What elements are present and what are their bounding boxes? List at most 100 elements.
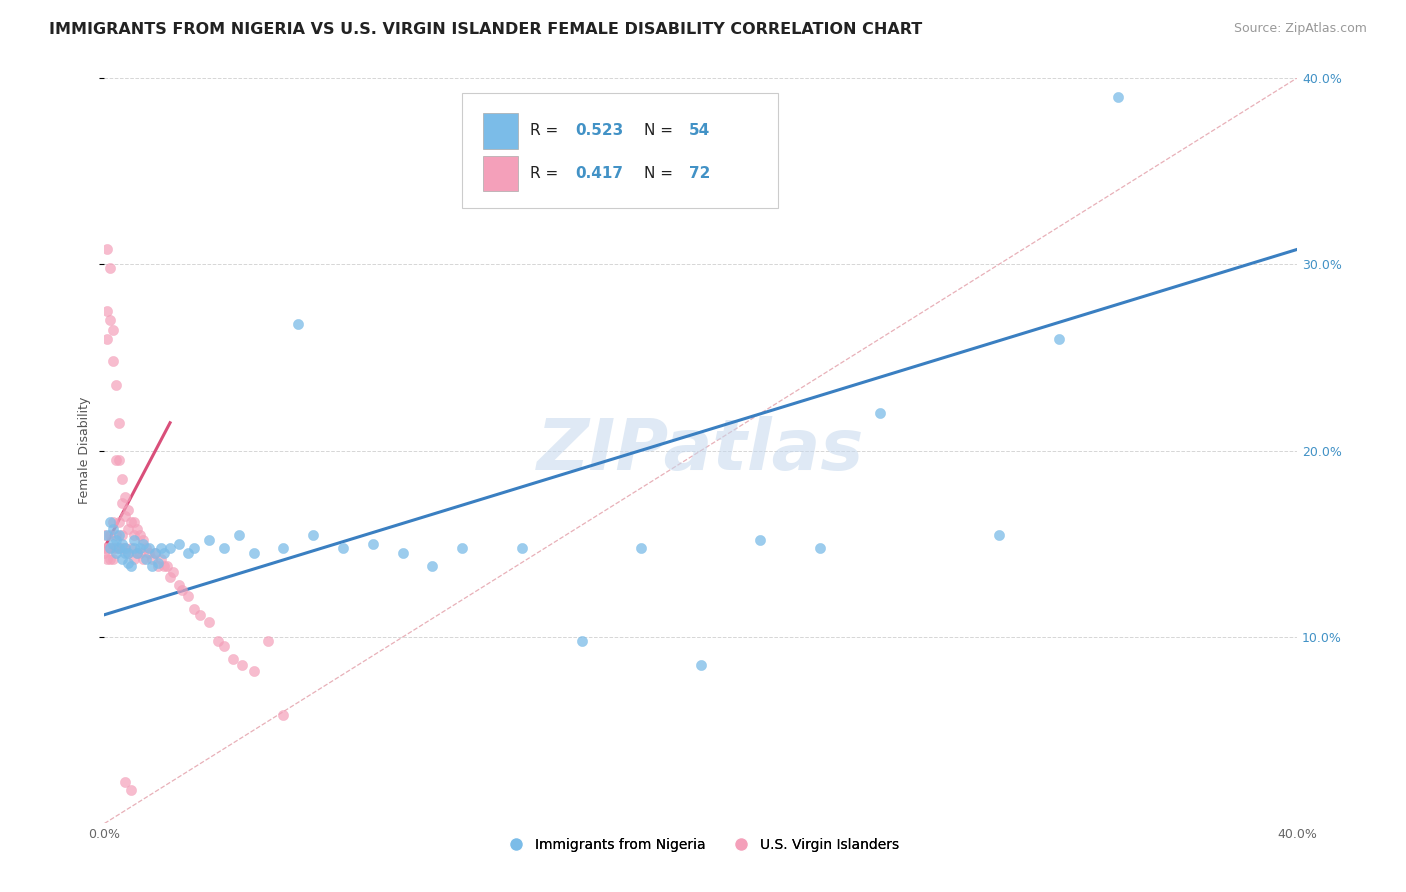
Point (103, 537, 125, 551)
Text: 72: 72 (689, 166, 710, 181)
Point (127, 546, 149, 560)
Point (114, 541, 136, 555)
Point (150, 541, 173, 555)
Text: R =: R = (530, 123, 564, 138)
Point (105, 546, 128, 560)
Point (108, 527, 131, 541)
Point (105, 453, 128, 467)
Point (422, 559, 444, 574)
Point (120, 515, 142, 529)
Point (100, 551, 122, 566)
Point (150, 551, 173, 566)
Point (100, 313, 122, 327)
Point (273, 541, 295, 555)
Point (105, 533, 128, 548)
Point (124, 551, 146, 566)
Point (132, 533, 155, 548)
Text: 0.417: 0.417 (575, 166, 623, 181)
Point (162, 565, 184, 579)
FancyBboxPatch shape (482, 155, 519, 191)
Point (96, 527, 118, 541)
Y-axis label: Female Disability: Female Disability (79, 397, 91, 504)
Point (96, 304, 118, 318)
Point (138, 546, 160, 560)
Point (100, 541, 122, 555)
Point (808, 541, 831, 555)
Text: IMMIGRANTS FROM NIGERIA VS U.S. VIRGIN ISLANDER FEMALE DISABILITY CORRELATION CH: IMMIGRANTS FROM NIGERIA VS U.S. VIRGIN I… (49, 22, 922, 37)
Point (141, 559, 163, 574)
Point (120, 541, 142, 555)
Point (188, 607, 211, 622)
Point (105, 378, 128, 392)
Point (159, 541, 181, 555)
Point (124, 527, 146, 541)
Point (869, 407, 891, 421)
Point (689, 658, 711, 673)
Point (198, 533, 221, 548)
Point (1107, 89, 1129, 103)
Point (114, 775, 136, 789)
Point (132, 551, 155, 566)
Point (100, 261, 122, 276)
Point (117, 503, 139, 517)
Point (242, 546, 264, 560)
Point (391, 546, 413, 560)
Point (212, 541, 235, 555)
Point (124, 541, 146, 555)
Point (167, 537, 190, 551)
Point (111, 496, 134, 510)
Point (111, 472, 134, 486)
Point (361, 537, 384, 551)
Point (100, 541, 122, 555)
Point (103, 522, 125, 536)
Point (159, 570, 181, 584)
Point (170, 583, 193, 598)
Point (108, 541, 131, 555)
Point (114, 546, 136, 560)
Point (108, 515, 131, 529)
Point (103, 515, 125, 529)
Point (143, 546, 166, 560)
Point (96, 332, 118, 346)
Point (117, 556, 139, 570)
Point (156, 559, 179, 574)
Point (111, 541, 134, 555)
Point (129, 546, 152, 560)
Text: Source: ZipAtlas.com: Source: ZipAtlas.com (1233, 22, 1367, 36)
Text: 0.523: 0.523 (575, 123, 624, 138)
Point (242, 664, 264, 678)
Point (103, 322, 125, 336)
Point (177, 546, 200, 560)
Point (153, 546, 176, 560)
Point (302, 527, 325, 541)
Text: R =: R = (530, 166, 564, 181)
Point (93, 546, 115, 560)
Point (124, 533, 146, 548)
Point (100, 515, 122, 529)
Text: N =: N = (644, 166, 678, 181)
Point (96, 541, 118, 555)
Point (183, 541, 205, 555)
Point (153, 559, 176, 574)
Point (117, 546, 139, 560)
FancyBboxPatch shape (463, 93, 779, 209)
Text: ZIPatlas: ZIPatlas (537, 417, 865, 485)
FancyBboxPatch shape (482, 113, 519, 149)
Point (117, 546, 139, 560)
Point (630, 541, 652, 555)
Point (103, 541, 125, 555)
Point (96, 551, 118, 566)
Point (135, 541, 157, 555)
Point (177, 589, 200, 603)
Point (127, 546, 149, 560)
Point (117, 522, 139, 536)
Point (111, 551, 134, 566)
Point (228, 527, 250, 541)
Point (143, 546, 166, 560)
Point (135, 551, 157, 566)
Point (287, 317, 309, 331)
Point (111, 527, 134, 541)
Point (132, 537, 155, 551)
Point (987, 527, 1010, 541)
Point (198, 615, 221, 630)
